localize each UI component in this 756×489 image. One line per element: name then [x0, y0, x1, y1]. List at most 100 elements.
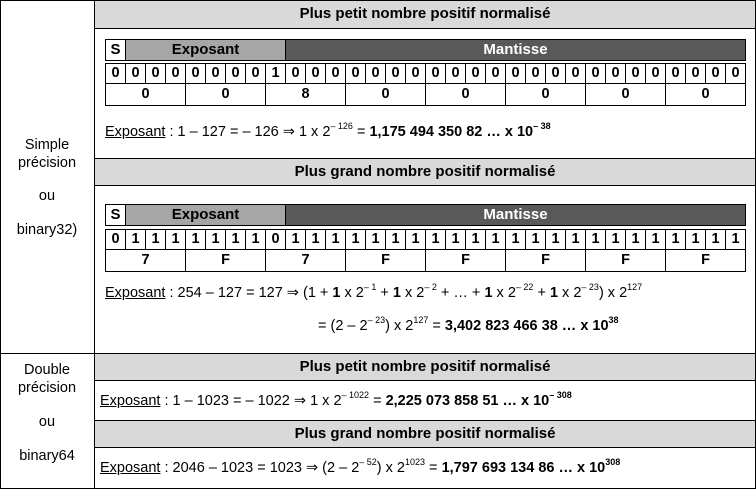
exponent-sup: – 308	[549, 390, 572, 401]
bit-cell: 0	[165, 63, 186, 84]
hex-cell: 0	[185, 83, 266, 106]
formula-text: ) x 2	[385, 318, 414, 334]
result-value: 3,402 823 466 38 … x 10	[444, 318, 609, 334]
bit-cell: 1	[705, 229, 726, 250]
hex-cell: 0	[345, 83, 426, 106]
label-line: précision	[17, 380, 77, 396]
column-divider	[94, 0, 95, 489]
exponent-sup: – 52	[359, 457, 377, 468]
bit-cell: 1	[265, 63, 286, 84]
bit-cell: 1	[685, 229, 706, 250]
bit-cell: 0	[645, 63, 666, 84]
result-value: 1,175 494 350 82 … x 10	[369, 124, 534, 140]
simple-precision-label: Simple précision ou binary32)	[0, 0, 94, 353]
bit-cell: 0	[545, 63, 566, 84]
bit-cell: 1	[465, 229, 486, 250]
bit-cell: 1	[165, 229, 186, 250]
bit-cell: 1	[725, 229, 746, 250]
label-line: binary64	[19, 448, 75, 464]
bit-cell: 1	[605, 229, 626, 250]
bit-cell: 0	[105, 229, 126, 250]
exponent-label: Exposant	[100, 460, 161, 476]
bit-cell: 1	[665, 229, 686, 250]
bit-one: 1	[332, 285, 341, 301]
hex-cell: F	[585, 249, 666, 272]
hex-cell: F	[185, 249, 266, 272]
exponent-sup: – 126	[330, 121, 353, 132]
formula-double-max: Exposant : 2046 – 1023 = 1023 ⇒ (2 – 2– …	[100, 457, 621, 477]
bit-one: 1	[484, 285, 493, 301]
bit-cell: 0	[245, 63, 266, 84]
formula-text: = (2 – 2	[318, 318, 368, 334]
hex-cell: 0	[585, 83, 666, 106]
hex-cell: F	[425, 249, 506, 272]
bit-cell: 1	[425, 229, 446, 250]
bit-cell: 0	[105, 63, 126, 84]
formula-text: ) x 2	[376, 460, 405, 476]
hex-cell: 7	[265, 249, 346, 272]
hex-cell: 8	[265, 83, 346, 106]
exponent-sup: 308	[605, 457, 621, 468]
bit-cell: 0	[265, 229, 286, 250]
bit-cell: 0	[385, 63, 406, 84]
formula-text: =	[425, 460, 442, 476]
bit-cell: 1	[385, 229, 406, 250]
bit-cell: 1	[545, 229, 566, 250]
formula-simple-max-line2: = (2 – 2– 23) x 2127 = 3,402 823 466 38 …	[318, 315, 619, 335]
exponent-sup: – 1	[363, 282, 377, 293]
field-header-row: S Exposant Mantisse	[105, 39, 746, 61]
bit-cell: 0	[305, 63, 326, 84]
bit-cell: 0	[285, 63, 306, 84]
label-line: ou	[38, 414, 56, 430]
exponent-label: Exposant	[100, 393, 161, 409]
bit-cell: 1	[365, 229, 386, 250]
exponent-sup: 127	[413, 315, 429, 326]
bit-cell: 0	[485, 63, 506, 84]
bit-cell: 1	[205, 229, 226, 250]
exponent-sup: – 22	[515, 282, 534, 293]
formula-text: x 2	[400, 285, 425, 301]
bit-cell: 1	[185, 229, 206, 250]
label-line: Double	[24, 362, 70, 378]
sign-field-label: S	[105, 204, 126, 226]
bit-cell: 1	[405, 229, 426, 250]
exponent-sup: – 38	[533, 121, 551, 132]
bit-cell: 1	[305, 229, 326, 250]
bit-cell: 1	[645, 229, 666, 250]
formula-text: x 2	[492, 285, 516, 301]
bit-cell: 0	[425, 63, 446, 84]
double-precision-label: Double précision ou binary64	[0, 354, 94, 489]
formula-text: +	[533, 285, 550, 301]
section-header-simple-max: Plus grand nombre positif normalisé	[95, 158, 755, 186]
exponent-label: Exposant	[105, 124, 166, 140]
result-value: 1,797 693 134 86 … x 10	[441, 460, 606, 476]
bit-cell: 0	[345, 63, 366, 84]
bit-cell: 0	[445, 63, 466, 84]
bit-cell: 0	[625, 63, 646, 84]
formula-text: : 1 – 127 = – 126 ⇒ 1 x 2	[165, 124, 331, 140]
hex-cell: 0	[505, 83, 586, 106]
hex-cell: 0	[425, 83, 506, 106]
exponent-field-label: Exposant	[125, 204, 286, 226]
bit-cell: 0	[325, 63, 346, 84]
bit-cell: 0	[465, 63, 486, 84]
formula-text: : 1 – 1023 = – 1022 ⇒ 1 x 2	[160, 393, 342, 409]
exponent-sup: – 23	[581, 282, 599, 293]
hex-cell: F	[665, 249, 746, 272]
bit-cell: 0	[365, 63, 386, 84]
section-header-double-max: Plus grand nombre positif normalisé	[95, 420, 755, 448]
formula-text: =	[428, 318, 445, 334]
bit-cell: 1	[485, 229, 506, 250]
formula-text: x 2	[558, 285, 582, 301]
bit-cell: 0	[585, 63, 606, 84]
bit-cell: 1	[225, 229, 246, 250]
bit-cell: 0	[525, 63, 546, 84]
bit-cell: 0	[205, 63, 226, 84]
formula-text: ) x 2	[598, 285, 628, 301]
hex-cell: F	[345, 249, 426, 272]
bit-cell: 0	[685, 63, 706, 84]
